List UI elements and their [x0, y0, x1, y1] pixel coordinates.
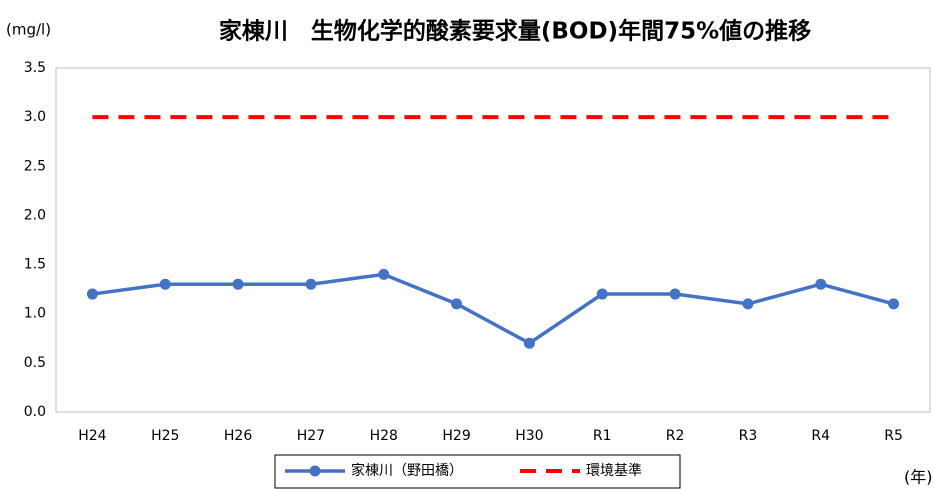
- data-point: [378, 268, 390, 280]
- data-point: [159, 278, 171, 290]
- y-tick-label: 3.5: [24, 60, 46, 76]
- data-point: [305, 278, 317, 290]
- y-tick-label: 2.5: [24, 158, 46, 174]
- series-line: [92, 272, 895, 346]
- x-axis-label: (年): [904, 468, 933, 487]
- y-tick-label: 2.0: [24, 207, 46, 223]
- chart-title: 家棟川 生物化学的酸素要求量(BOD)年間75%値の推移: [219, 18, 811, 45]
- x-tick-label: R5: [884, 428, 903, 444]
- y-tick-label: 1.5: [24, 257, 46, 273]
- x-tick-label: R1: [593, 428, 612, 444]
- plot-frame: [55, 67, 931, 413]
- y-tick-label: 0.0: [24, 404, 46, 420]
- y-tick-label: 3.0: [24, 109, 46, 125]
- y-axis-label: (mg/l): [6, 21, 51, 39]
- data-point: [815, 278, 827, 290]
- data-point: [86, 288, 98, 300]
- x-tick-label: H26: [224, 428, 252, 444]
- data-point: [596, 288, 608, 300]
- data-point: [451, 298, 463, 310]
- x-tick-label: R4: [811, 428, 830, 444]
- x-tick-label: H25: [151, 428, 179, 444]
- data-point: [888, 298, 900, 310]
- x-tick-label: H28: [370, 428, 398, 444]
- x-tick-label: H24: [78, 428, 106, 444]
- y-tick-label: 0.5: [24, 355, 46, 371]
- x-tick-label: H29: [442, 428, 470, 444]
- data-point: [232, 278, 244, 290]
- legend-marker: [309, 465, 321, 477]
- y-tick-label: 1.0: [24, 306, 46, 322]
- x-tick-label: H30: [515, 428, 543, 444]
- x-tick-label: R3: [739, 428, 758, 444]
- legend-label: 家棟川（野田橋）: [351, 462, 463, 479]
- data-point: [669, 288, 681, 300]
- legend-label: 環境基準: [586, 462, 642, 479]
- x-tick-label: R2: [666, 428, 685, 444]
- x-tick-label: H27: [297, 428, 325, 444]
- data-point: [523, 337, 535, 349]
- data-point: [742, 298, 754, 310]
